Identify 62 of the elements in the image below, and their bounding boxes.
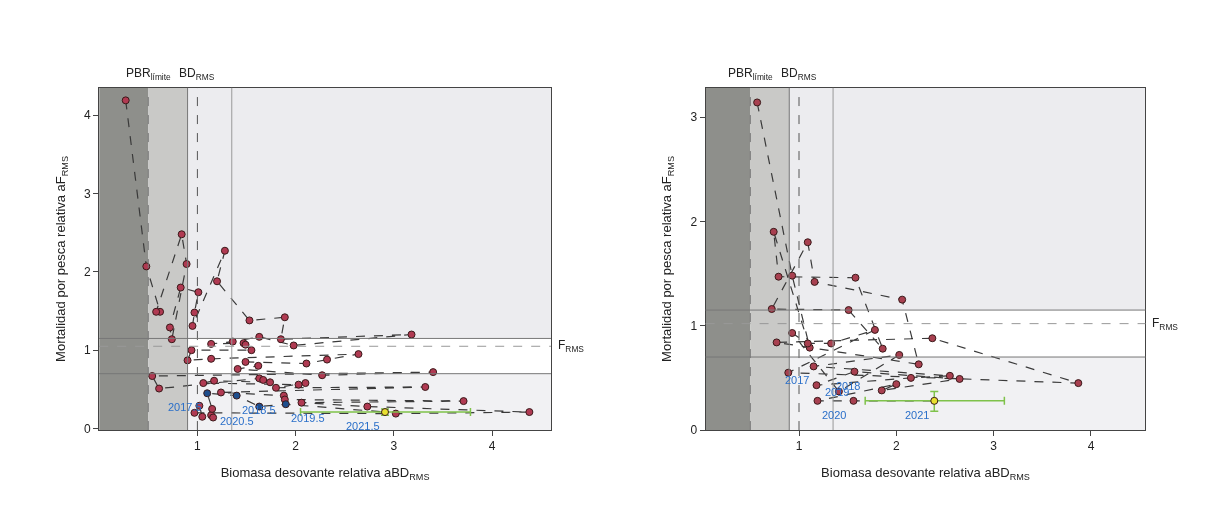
point — [892, 380, 901, 389]
point — [945, 371, 954, 380]
annotation: 2020.5 — [220, 415, 254, 427]
y-tick-label: 3 — [690, 110, 698, 125]
ref-line-label: BD$_{RMS}$ — [781, 66, 817, 82]
point — [850, 367, 859, 376]
x-axis-title: Biomasa desovante relativa aBD$_{RMS}$ — [220, 465, 430, 482]
point — [753, 98, 762, 107]
point — [803, 339, 812, 348]
x-tick-label: 4 — [488, 439, 496, 454]
point — [955, 374, 964, 383]
y-tick-label: 1 — [84, 343, 92, 358]
point — [930, 396, 939, 405]
x-tick-label: 1 — [194, 439, 202, 454]
point — [906, 373, 915, 382]
point — [810, 277, 819, 286]
annotation: 2021 — [905, 409, 930, 421]
point — [232, 391, 241, 400]
point — [809, 362, 818, 371]
ref-line-label: F$_{RMS}$ — [1152, 316, 1179, 332]
ref-line-label: F$_{RMS}$ — [558, 338, 585, 354]
point — [877, 386, 886, 395]
point — [878, 344, 887, 353]
point — [851, 273, 860, 282]
ref-line-label: PBR$_{límite}$ — [126, 66, 172, 82]
point — [203, 389, 212, 398]
point — [813, 396, 822, 405]
point — [898, 295, 907, 304]
x-tick-label: 3 — [390, 439, 398, 454]
point — [772, 338, 781, 347]
point — [788, 329, 797, 338]
y-tick-label: 3 — [84, 186, 92, 201]
point — [870, 325, 879, 334]
y-tick-label: 0 — [690, 423, 698, 438]
x-tick-label: 1 — [795, 439, 803, 454]
x-tick-label: 2 — [892, 439, 900, 454]
x-tick-label: 2 — [292, 439, 300, 454]
point — [914, 360, 923, 369]
ref-line-label: BD$_{RMS}$ — [179, 66, 215, 82]
y-tick-label: 2 — [690, 214, 698, 229]
point — [774, 272, 783, 281]
annotation: 2021.5 — [346, 420, 380, 432]
point — [812, 381, 821, 390]
x-tick-label: 3 — [990, 439, 998, 454]
point — [1074, 379, 1083, 388]
x-tick-label: 4 — [1087, 439, 1095, 454]
annotation: 2019.5 — [291, 412, 325, 424]
point — [849, 396, 858, 405]
y-tick-label: 1 — [690, 318, 698, 333]
x-axis-title: Biomasa desovante relativa aBD$_{RMS}$ — [821, 465, 1030, 482]
ref-line-label: PBR$_{límite}$ — [728, 66, 774, 82]
point — [769, 227, 778, 236]
annotation: 2020 — [822, 409, 847, 421]
y-tick-label: 0 — [84, 421, 92, 436]
point — [803, 238, 812, 247]
y-tick-label: 2 — [84, 265, 92, 280]
point — [281, 400, 290, 409]
point — [788, 271, 797, 280]
point — [928, 334, 937, 343]
y-tick-label: 4 — [84, 108, 92, 123]
annotation: 2017 — [785, 374, 810, 386]
annotation: 2018.5 — [242, 404, 276, 416]
